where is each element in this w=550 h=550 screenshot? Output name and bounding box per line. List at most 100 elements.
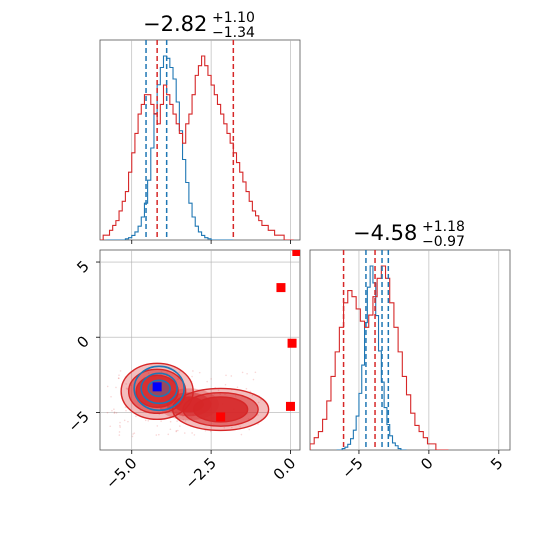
sample-point: [131, 435, 134, 438]
point-marker-4: [216, 412, 226, 422]
sample-point: [125, 409, 127, 412]
title-param-2-minus: −0.97: [422, 234, 465, 250]
panel-frame: [309, 249, 511, 451]
sample-point: [209, 430, 212, 433]
sample-point: [246, 372, 248, 375]
sample-point: [230, 375, 233, 377]
sample-point: [248, 428, 251, 431]
sample-point: [217, 389, 220, 392]
sample-point: [240, 433, 243, 436]
sample-point: [106, 411, 109, 414]
sample-point: [182, 419, 185, 421]
sample-point: [119, 424, 121, 427]
sample-point: [119, 370, 122, 372]
sample-point: [133, 432, 136, 434]
sample-point: [192, 370, 194, 372]
y-tick-label: 0: [73, 332, 92, 351]
sample-point: [175, 430, 178, 433]
sample-point: [254, 371, 257, 374]
sample-point: [125, 387, 128, 390]
point-marker-0: [292, 250, 300, 257]
sample-point: [245, 387, 248, 390]
sample-point: [169, 428, 172, 431]
sample-point: [179, 425, 181, 427]
sample-point: [117, 377, 120, 379]
sample-point: [204, 429, 207, 432]
sample-point: [118, 374, 120, 376]
title-param-2-value: −4.58: [353, 221, 417, 245]
sample-point: [239, 426, 241, 428]
histogram-series-0: [336, 265, 407, 450]
sample-point: [123, 419, 126, 422]
sample-point: [160, 420, 162, 422]
sample-point: [193, 434, 196, 436]
sample-point: [155, 434, 158, 436]
point-marker-5: [152, 382, 162, 392]
sample-point: [135, 415, 137, 418]
sample-point: [110, 395, 112, 398]
x-tick-label: −5: [338, 454, 366, 482]
sample-point: [156, 425, 159, 427]
sample-point: [236, 386, 239, 389]
sample-point: [175, 429, 178, 432]
density-a-contour-0: [133, 365, 185, 412]
sample-point: [118, 377, 120, 380]
sample-point: [184, 420, 187, 422]
sample-point: [191, 375, 193, 378]
title-param-1-plus: +1.10: [212, 10, 255, 26]
x-tick-label: −2.5: [181, 454, 219, 492]
sample-point: [241, 371, 244, 374]
sample-point: [257, 401, 260, 404]
sample-point: [126, 387, 129, 390]
sample-point: [119, 421, 121, 424]
sample-point: [126, 388, 129, 391]
sample-point: [118, 431, 121, 433]
sample-point: [147, 420, 150, 422]
sample-point: [144, 419, 147, 422]
sample-point: [231, 426, 233, 429]
sample-point: [169, 420, 172, 423]
y-tick-label: 5: [73, 257, 92, 276]
histogram-panel-param-1: [99, 39, 301, 244]
y-tick-label: −5: [64, 408, 92, 436]
sample-point: [106, 385, 109, 388]
sample-point: [118, 434, 121, 436]
title-param-1-value: −2.82: [143, 12, 207, 36]
title-param-2-plus: +1.18: [422, 219, 465, 235]
sample-point: [224, 383, 227, 386]
density-a-contour-1: [140, 372, 178, 405]
sample-point: [111, 409, 113, 412]
sample-point: [206, 380, 208, 383]
title-param-1-minus: −1.34: [212, 25, 255, 41]
sample-point: [125, 383, 128, 385]
sample-point: [132, 433, 134, 435]
sample-point: [167, 433, 170, 436]
sample-point: [259, 398, 262, 401]
point-marker-2: [287, 338, 297, 348]
x-tick-label: 5: [487, 454, 506, 473]
histogram-series-1: [100, 55, 294, 240]
sample-point: [109, 425, 112, 428]
sample-point: [127, 420, 129, 423]
point-marker-3: [285, 401, 295, 411]
sample-point: [251, 394, 254, 397]
sample-point: [113, 411, 116, 413]
x-tick-label: 0.0: [270, 454, 300, 484]
sample-point: [124, 406, 127, 408]
histogram-series-1: [310, 265, 449, 450]
sample-point: [119, 426, 121, 428]
sample-point: [252, 378, 255, 381]
point-marker-1: [276, 283, 286, 293]
sample-point: [176, 420, 178, 422]
x-tick-label: −5.0: [102, 454, 140, 492]
joint-density-panel: −5.0 −2.5 0.0 −5 0 5: [64, 249, 301, 493]
x-tick-label: 0: [417, 454, 436, 473]
sample-point: [191, 432, 193, 434]
sample-point: [210, 378, 212, 380]
histogram-series-0: [106, 55, 234, 240]
sample-point: [158, 433, 160, 436]
joint-plot-area: [100, 250, 300, 450]
sample-point: [177, 429, 179, 432]
sample-point: [257, 414, 259, 416]
